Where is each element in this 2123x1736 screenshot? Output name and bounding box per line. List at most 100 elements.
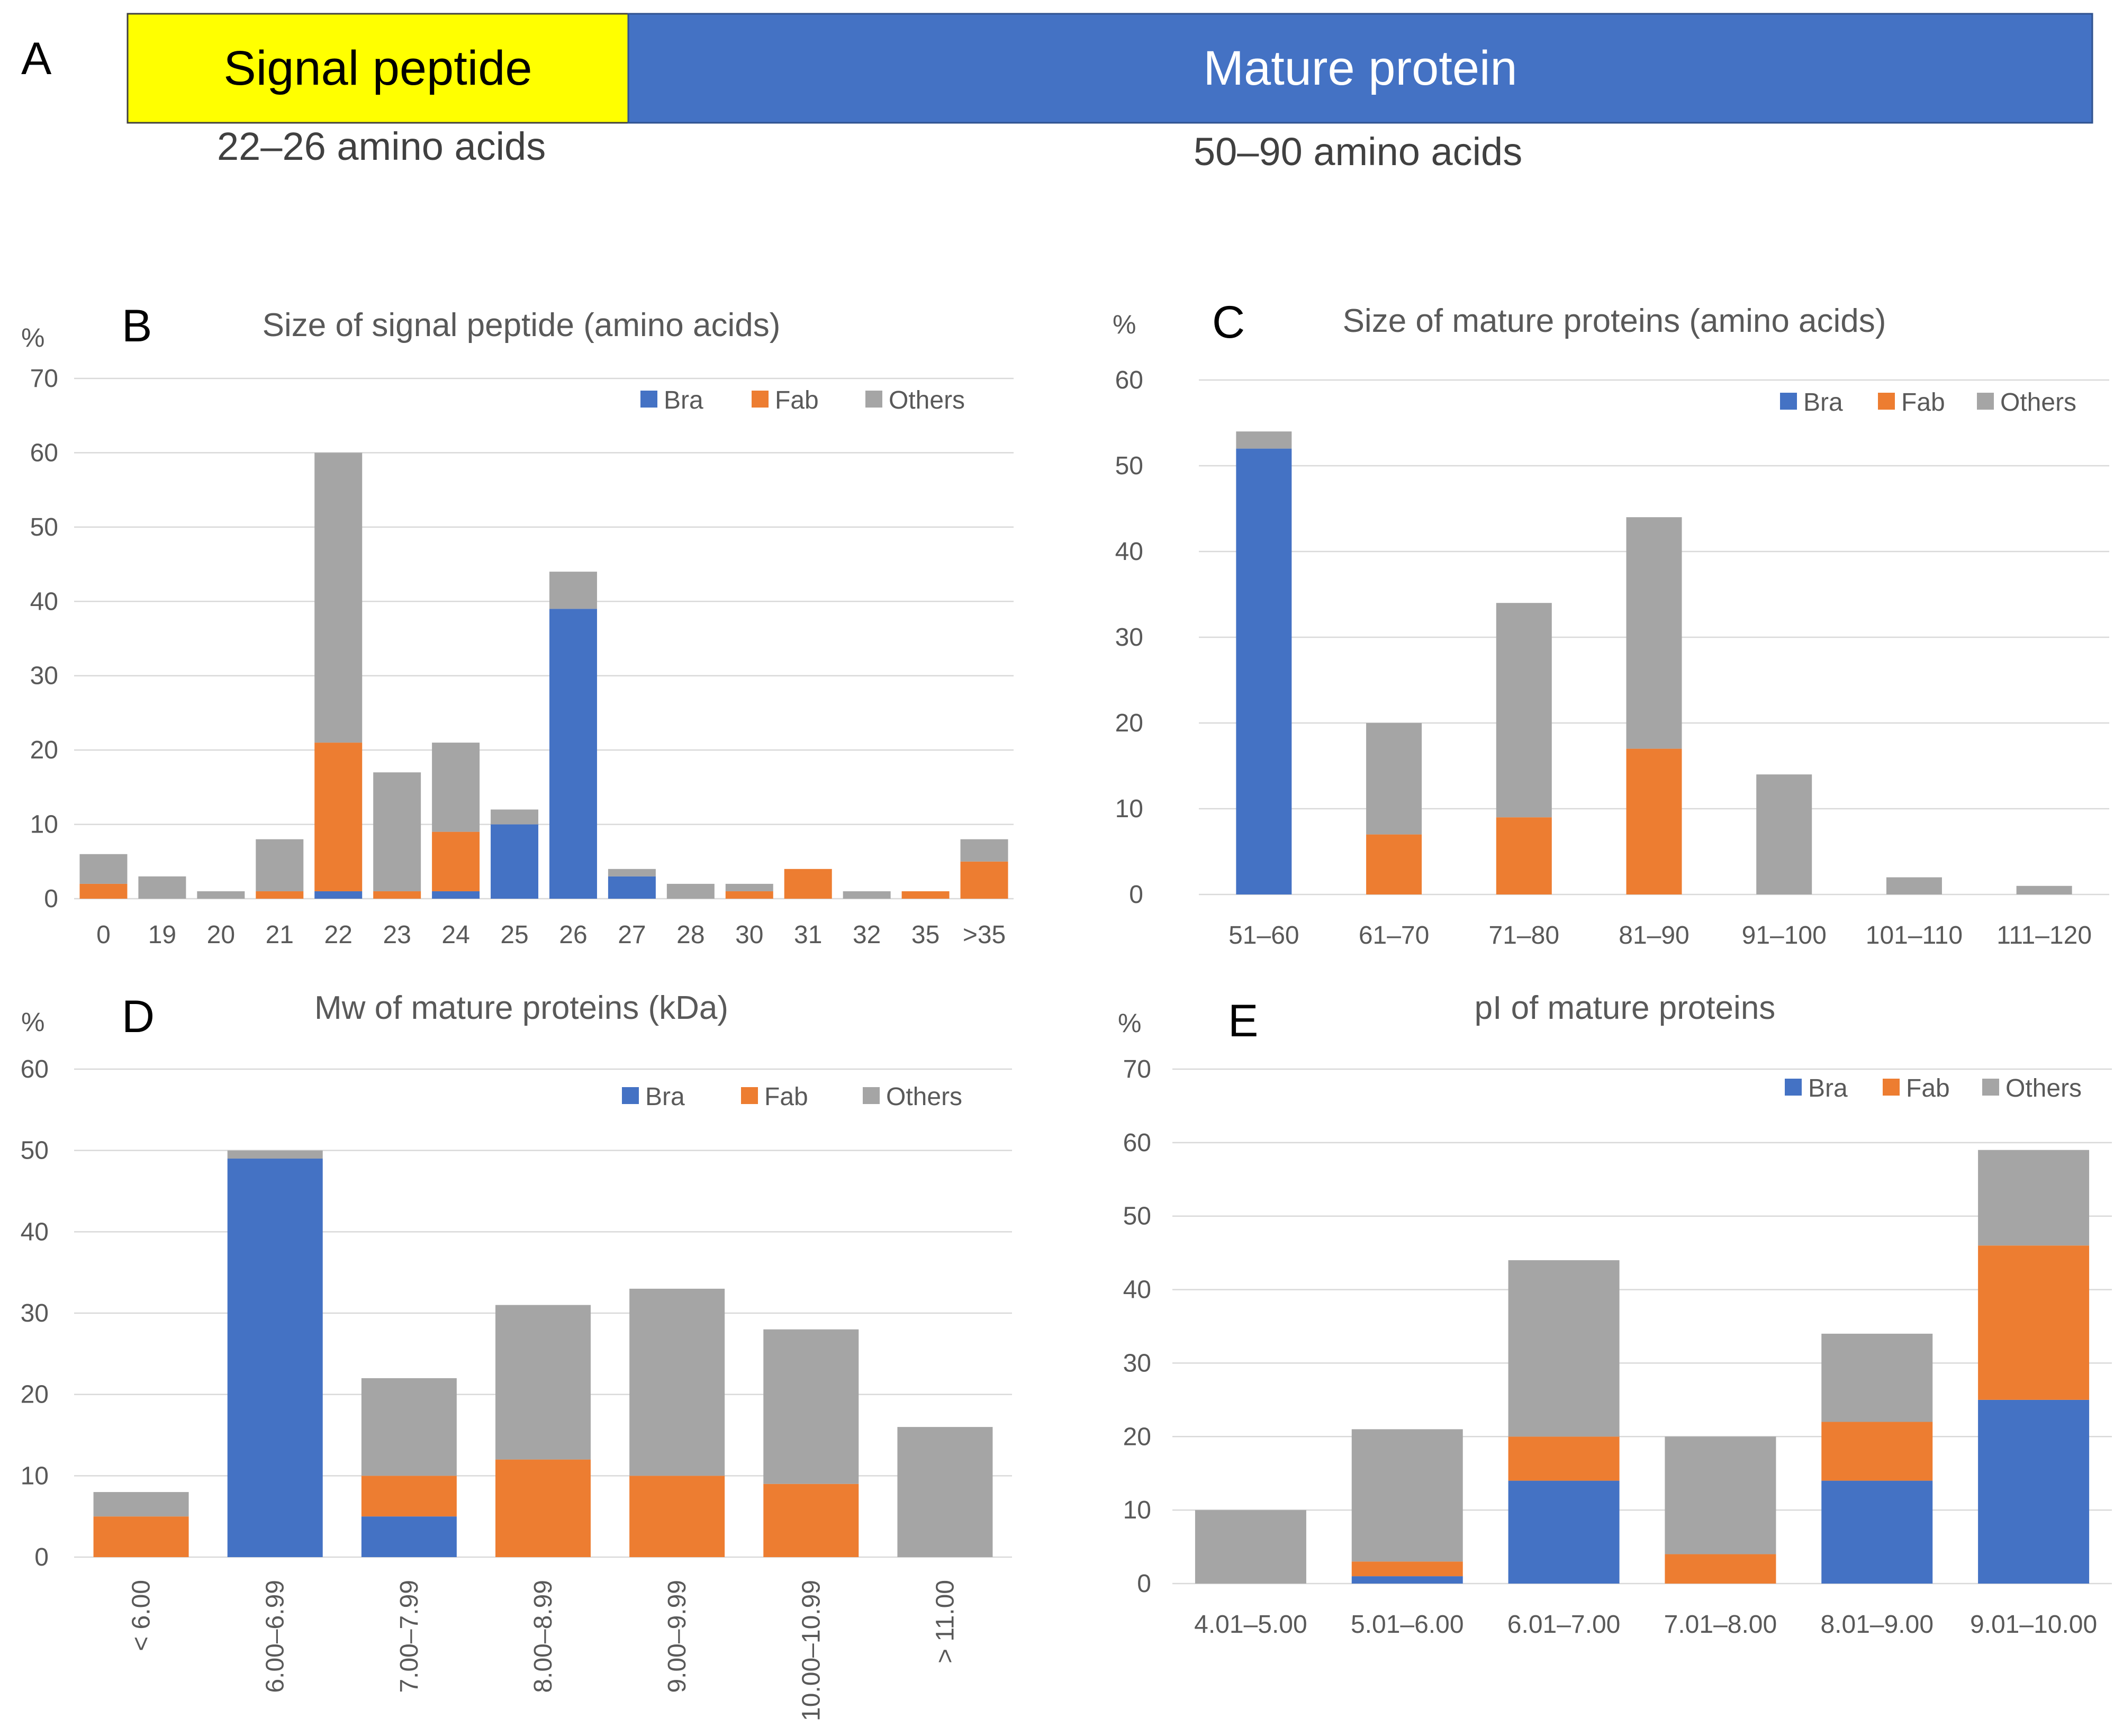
y-axis-unit: % <box>21 323 44 352</box>
x-tick-label: 19 <box>148 921 176 949</box>
bar-fab-1 <box>1351 1561 1463 1577</box>
y-tick-label: 50 <box>30 513 58 541</box>
y-tick-label: 60 <box>1123 1129 1151 1157</box>
x-tick-label: 21 <box>266 921 294 949</box>
chart-b-letter: B <box>122 301 152 351</box>
bar-others-3 <box>256 839 304 891</box>
bar-others-11 <box>725 883 773 891</box>
bar-bra-9 <box>608 876 656 899</box>
bar-others-7 <box>491 809 539 825</box>
bar-others-9 <box>608 869 656 876</box>
y-tick-label: 20 <box>1115 709 1143 737</box>
x-tick-label: > 11.00 <box>931 1580 959 1663</box>
legend-label-others: Others <box>2000 388 2076 417</box>
x-tick-label: 8.00–8.99 <box>529 1580 557 1693</box>
y-tick-label: 70 <box>1123 1055 1151 1083</box>
y-tick-label: 10 <box>1123 1496 1151 1524</box>
x-tick-label: 31 <box>794 921 822 949</box>
bar-others-1 <box>138 876 186 899</box>
bar-fab-12 <box>784 869 832 899</box>
y-axis-unit: % <box>1113 310 1136 339</box>
y-tick-label: 30 <box>21 1299 49 1327</box>
x-tick-label: 20 <box>207 921 235 949</box>
bar-fab-15 <box>960 861 1008 899</box>
chart-title: Size of signal peptide (amino acids) <box>263 307 781 343</box>
chart-d-letter: D <box>122 991 155 1042</box>
bar-fab-3 <box>1626 748 1682 894</box>
legend-swatch-fab <box>1883 1079 1900 1096</box>
bar-fab-2 <box>361 1476 457 1517</box>
y-tick-label: 10 <box>1115 795 1143 823</box>
bar-bra-2 <box>1508 1480 1620 1584</box>
bar-bra-0 <box>1236 448 1292 894</box>
chart-title: pI of mature proteins <box>1475 990 1776 1026</box>
bar-others-6 <box>432 743 480 832</box>
legend-swatch-others <box>865 391 882 408</box>
bar-fab-2 <box>1496 817 1552 894</box>
bar-bra-7 <box>491 824 539 899</box>
bar-bra-8 <box>549 609 597 899</box>
legend-label-others: Others <box>886 1083 962 1111</box>
bar-fab-5 <box>763 1484 859 1557</box>
bar-others-3 <box>1665 1436 1776 1554</box>
chart-title: Mw of mature proteins (kDa) <box>314 990 728 1026</box>
legend-label-fab: Fab <box>1906 1074 1950 1102</box>
bar-others-6 <box>897 1427 993 1557</box>
y-tick-label: 40 <box>1115 538 1143 566</box>
bar-others-0 <box>1195 1510 1306 1584</box>
panel-a: A Signal peptide Mature protein 22–26 am… <box>21 13 2093 174</box>
legend-swatch-others <box>863 1087 880 1104</box>
y-axis-unit: % <box>1118 1008 1141 1038</box>
legend-swatch-bra <box>1780 393 1797 410</box>
x-tick-label: 27 <box>618 921 646 949</box>
bar-others-4 <box>629 1288 725 1476</box>
y-tick-label: 30 <box>30 662 58 690</box>
bar-others-1 <box>227 1150 323 1159</box>
bar-fab-1 <box>1366 834 1422 894</box>
y-axis-unit: % <box>21 1007 44 1037</box>
mature-protein-label: Mature protein <box>1203 41 1517 95</box>
bar-others-5 <box>1886 877 1942 894</box>
bar-others-2 <box>197 891 245 899</box>
bar-bra-2 <box>361 1516 457 1557</box>
x-tick-label: 81–90 <box>1619 921 1689 950</box>
bar-others-4 <box>1821 1333 1933 1422</box>
bar-fab-0 <box>93 1516 189 1557</box>
bar-fab-4 <box>314 743 363 891</box>
x-tick-label: 4.01–5.00 <box>1194 1611 1307 1639</box>
bar-others-6 <box>2016 885 2072 894</box>
signal-peptide-label: Signal peptide <box>223 41 532 95</box>
x-tick-label: 6.00–6.99 <box>261 1580 290 1693</box>
y-tick-label: 0 <box>34 1543 49 1571</box>
x-tick-label: 24 <box>441 921 469 949</box>
x-tick-label: 25 <box>500 921 528 949</box>
legend-swatch-bra <box>622 1087 639 1104</box>
y-tick-label: 20 <box>30 736 58 764</box>
x-tick-label: 9.01–10.00 <box>1970 1611 2097 1639</box>
y-tick-label: 30 <box>1123 1349 1151 1377</box>
mature-protein-range: 50–90 amino acids <box>1194 130 1522 174</box>
legend-swatch-fab <box>752 391 769 408</box>
legend-label-fab: Fab <box>775 386 819 414</box>
bar-fab-3 <box>1665 1554 1776 1584</box>
x-tick-label: 22 <box>324 921 353 949</box>
x-tick-label: 7.01–8.00 <box>1664 1611 1777 1639</box>
bar-bra-1 <box>1351 1576 1463 1584</box>
bar-others-5 <box>373 772 421 891</box>
bar-others-3 <box>1626 517 1682 749</box>
x-tick-label: 9.00–9.99 <box>663 1580 691 1693</box>
y-tick-label: 10 <box>30 811 58 839</box>
chart-b: B Size of signal peptide (amino acids)% 0 1… <box>21 301 1014 949</box>
bar-fab-6 <box>432 831 480 891</box>
chart-c-letter: C <box>1212 297 1245 348</box>
x-tick-label: 28 <box>676 921 704 949</box>
chart-e-letter: E <box>1228 996 1258 1046</box>
y-tick-label: 0 <box>1129 881 1143 909</box>
y-tick-label: 20 <box>21 1381 49 1409</box>
x-tick-label: 61–70 <box>1359 921 1429 950</box>
legend-label-fab: Fab <box>1901 388 1945 417</box>
bar-others-3 <box>495 1305 591 1460</box>
legend-swatch-bra <box>640 391 657 408</box>
